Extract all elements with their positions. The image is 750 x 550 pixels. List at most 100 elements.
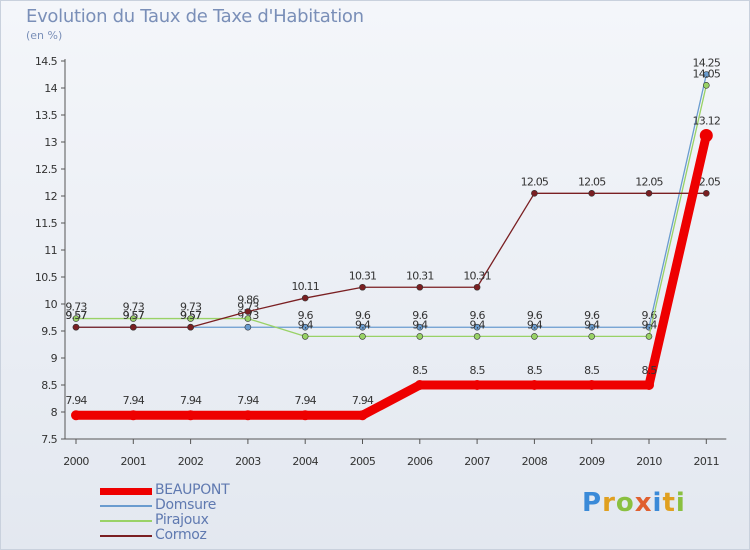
data-label-cormoz: 10.31 [349, 269, 377, 282]
data-label-domsure: 9.6 [527, 309, 543, 322]
data-point-beaupont [71, 410, 81, 421]
y-tick-label: 13.5 [35, 109, 58, 122]
data-point-cormoz [702, 190, 710, 197]
data-label-cormoz: 12.05 [635, 175, 663, 188]
data-point-domsure [416, 323, 424, 331]
x-tick-label: 2003 [235, 455, 261, 468]
data-point-pirajoux [645, 333, 653, 340]
data-label-cormoz: 9.57 [180, 309, 202, 322]
x-tick-label: 2008 [522, 455, 548, 468]
data-label-domsure: 9.6 [355, 309, 371, 322]
data-point-beaupont [300, 410, 311, 421]
data-label-beaupont: 8.5 [412, 364, 428, 377]
x-tick-label: 2007 [464, 455, 490, 468]
x-tick-label: 2004 [292, 455, 318, 468]
x-tick-label: 2002 [178, 455, 204, 468]
data-point-beaupont [414, 380, 425, 390]
y-tick-label: 9.5 [41, 325, 57, 338]
y-tick-label: 14 [44, 82, 57, 95]
series-line-domsure [75, 73, 707, 328]
data-label-beaupont: 7.94 [65, 394, 87, 407]
data-label-domsure: 9.6 [412, 309, 428, 322]
logo-letter: i [652, 488, 663, 518]
data-label-cormoz: 9.57 [123, 309, 145, 322]
y-tick-label: 10.5 [35, 271, 58, 284]
data-point-cormoz [531, 190, 538, 197]
data-point-beaupont [529, 380, 540, 390]
data-point-cormoz [473, 283, 481, 291]
data-label-beaupont: 7.94 [295, 394, 317, 407]
data-label-cormoz: 12.05 [521, 175, 549, 188]
data-point-beaupont [644, 380, 654, 390]
data-point-cormoz [416, 283, 424, 291]
data-label-beaupont: 8.5 [584, 364, 600, 377]
data-label-domsure: 9.6 [298, 309, 314, 322]
data-label-beaupont: 7.94 [237, 394, 259, 407]
data-label-beaupont: 13.12 [693, 115, 721, 128]
chart-title: Evolution du Taux de Taxe d'Habitation [26, 6, 364, 27]
data-point-pirajoux [531, 333, 538, 340]
data-point-cormoz [645, 190, 653, 197]
data-label-pirajoux: 9.73 [180, 301, 202, 314]
data-point-pirajoux [359, 333, 366, 340]
data-point-pirajoux [301, 333, 309, 340]
data-label-beaupont: 7.94 [180, 394, 202, 407]
x-tick-label: 2009 [579, 455, 605, 468]
data-label-pirajoux: 9.4 [527, 318, 543, 331]
series-line-pirajoux [75, 84, 707, 338]
y-tick-label: 12.5 [35, 163, 58, 176]
data-label-pirajoux: 9.4 [298, 318, 314, 331]
logo-letter: r [602, 488, 616, 518]
y-tick-label: 7.5 [41, 433, 57, 446]
data-point-cormoz [130, 323, 137, 331]
y-tick-label: 10 [44, 298, 57, 311]
data-point-cormoz [187, 323, 194, 331]
data-point-pirajoux [130, 315, 137, 322]
data-label-cormoz: 9.57 [65, 309, 87, 322]
data-label-cormoz: 10.31 [406, 269, 434, 282]
data-label-domsure: 9.6 [470, 309, 486, 322]
legend-swatch-pirajoux [100, 520, 152, 522]
x-tick-label: 2006 [407, 455, 433, 468]
data-point-beaupont [357, 410, 368, 421]
data-point-cormoz [588, 190, 596, 197]
data-point-domsure [359, 323, 366, 331]
data-label-pirajoux: 9.73 [65, 301, 87, 314]
x-tick-label: 2000 [63, 455, 89, 468]
data-point-beaupont [699, 129, 713, 143]
legend-label-domsure: Domsure [155, 497, 217, 513]
data-point-beaupont [586, 380, 597, 390]
logo-letter: P [582, 488, 603, 518]
data-point-cormoz [301, 294, 309, 302]
data-label-domsure: 14.25 [693, 57, 721, 70]
data-point-pirajoux [187, 315, 194, 322]
series-line-beaupont [71, 131, 711, 420]
data-label-pirajoux: 9.4 [584, 318, 600, 331]
y-tick-label: 13 [44, 136, 57, 149]
data-point-pirajoux [416, 333, 424, 340]
legend-label-cormoz: Cormoz [155, 527, 207, 543]
y-tick-label: 11 [44, 244, 57, 257]
legend-swatch-cormoz [100, 535, 152, 537]
data-point-domsure [702, 71, 710, 78]
data-point-beaupont [472, 380, 483, 390]
unit-label: (en %) [26, 29, 63, 42]
data-label-beaupont: 7.94 [123, 394, 145, 407]
data-point-beaupont [242, 410, 253, 421]
data-label-pirajoux: 9.73 [123, 301, 145, 314]
proxiti-logo: Proxiti [582, 488, 686, 518]
data-point-domsure [244, 323, 252, 331]
data-point-domsure [473, 323, 481, 331]
logo-letter: i [675, 488, 686, 518]
data-label-beaupont: 8.5 [470, 364, 486, 377]
data-point-pirajoux [72, 315, 80, 322]
logo-letter: x [634, 488, 653, 518]
data-point-domsure [588, 323, 596, 331]
y-tick-label: 12 [44, 190, 57, 203]
logo-letter: o [615, 488, 635, 518]
legend-label-beaupont: BEAUPONT [155, 482, 230, 498]
data-label-beaupont: 7.94 [352, 394, 374, 407]
x-tick-label: 2010 [636, 455, 662, 468]
